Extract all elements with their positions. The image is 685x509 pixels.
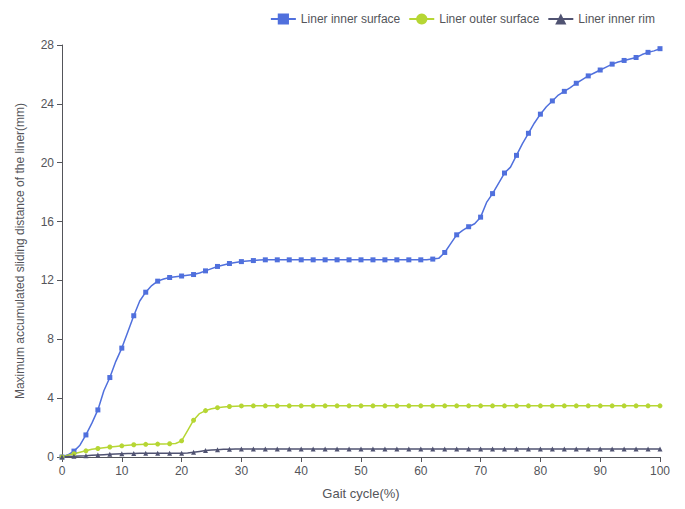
svg-text:50: 50	[354, 464, 368, 478]
svg-text:30: 30	[235, 464, 249, 478]
svg-text:Liner inner surface: Liner inner surface	[301, 12, 401, 26]
svg-text:90: 90	[594, 464, 608, 478]
svg-text:40: 40	[295, 464, 309, 478]
svg-text:100: 100	[650, 464, 670, 478]
svg-text:20: 20	[175, 464, 189, 478]
svg-text:16: 16	[41, 215, 55, 229]
svg-text:4: 4	[47, 391, 54, 405]
svg-text:0: 0	[47, 450, 54, 464]
svg-text:Gait cycle(%): Gait cycle(%)	[322, 486, 399, 501]
svg-text:Liner outer surface: Liner outer surface	[439, 12, 539, 26]
svg-text:60: 60	[414, 464, 428, 478]
svg-text:0: 0	[59, 464, 66, 478]
svg-text:70: 70	[474, 464, 488, 478]
svg-text:20: 20	[41, 156, 55, 170]
svg-text:28: 28	[41, 38, 55, 52]
svg-text:Liner inner rim: Liner inner rim	[578, 12, 655, 26]
svg-text:24: 24	[41, 97, 55, 111]
svg-text:8: 8	[47, 332, 54, 346]
svg-text:10: 10	[115, 464, 129, 478]
svg-text:12: 12	[41, 273, 55, 287]
svg-text:80: 80	[534, 464, 548, 478]
svg-text:Maximum accumulated sliding di: Maximum accumulated sliding distance of …	[13, 103, 27, 399]
